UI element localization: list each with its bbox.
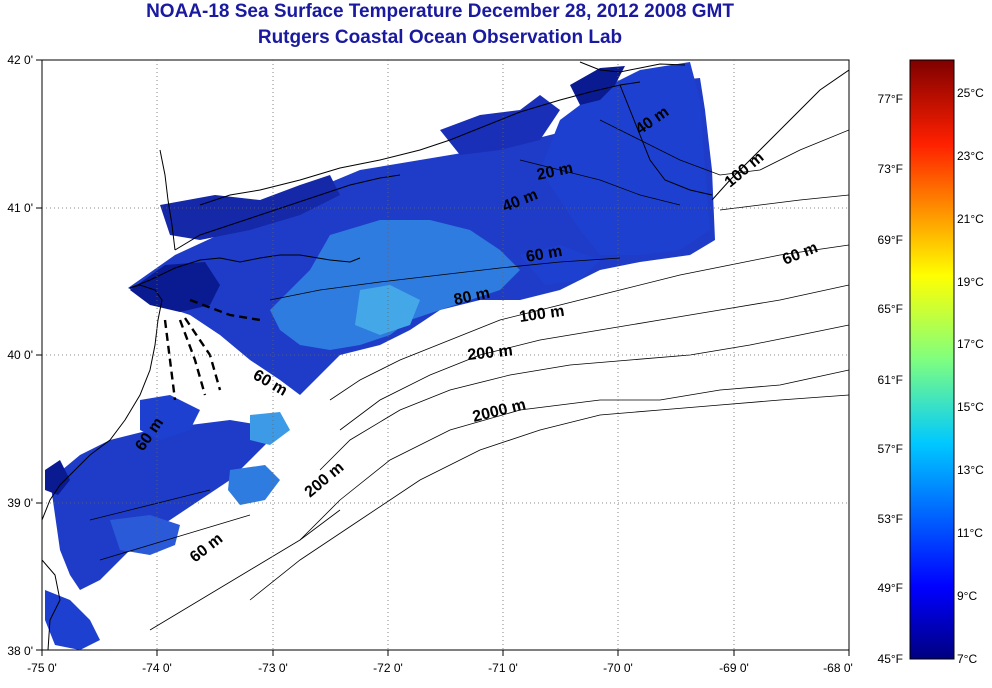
colorbar-c-label: 15°C [957, 400, 984, 414]
colorbar-c-label: 21°C [957, 212, 984, 226]
sst-imagery [45, 62, 715, 650]
depth-label: 200 m [467, 342, 514, 364]
colorbar-f-label: 49°F [878, 581, 903, 595]
depth-label: 60 m [525, 243, 564, 266]
colorbar-f-label: 69°F [878, 233, 903, 247]
map-title: NOAA-18 Sea Surface Temperature December… [146, 1, 734, 22]
colorbar-f-label: 57°F [878, 442, 903, 456]
depth-label: 100 m [518, 303, 565, 326]
colorbar-f-label: 53°F [878, 512, 903, 526]
lon-tick-label: -74 0' [142, 661, 172, 675]
colorbar-f-label: 77°F [878, 92, 903, 106]
colorbar-c-label: 11°C [957, 526, 983, 540]
lon-tick-labels: -75 0' -74 0' -73 0' -72 0' -71 0' -70 0… [27, 661, 853, 675]
lon-tick-label: -70 0' [603, 661, 633, 675]
shipping-lanes [163, 298, 261, 401]
colorbar-c-label: 19°C [957, 275, 984, 289]
lat-tick-label: 42 0' [7, 53, 33, 67]
colorbar-f-label: 73°F [878, 162, 903, 176]
lat-tick-label: 40 0' [7, 348, 33, 362]
bathymetry-contours [89, 119, 849, 631]
lon-tick-label: -68 0' [823, 661, 853, 675]
colorbar-fahrenheit-labels: 77°F 73°F 69°F 65°F 61°F 57°F 53°F 49°F … [878, 92, 903, 666]
map-frame [41, 59, 850, 651]
axis-ticks [36, 59, 850, 656]
colorbar-c-label: 17°C [957, 337, 984, 351]
colorbar-c-label: 7°C [957, 652, 977, 666]
lon-tick-label: -69 0' [719, 661, 749, 675]
coastline [42, 61, 849, 650]
lon-tick-label: -73 0' [258, 661, 288, 675]
lat-tick-label: 39 0' [7, 496, 33, 510]
colorbar-c-label: 9°C [957, 589, 977, 603]
colorbar-celsius-labels: 25°C 23°C 21°C 19°C 17°C 15°C 13°C 11°C … [957, 86, 984, 666]
lat-tick-label: 41 0' [7, 201, 33, 215]
lon-tick-label: -72 0' [373, 661, 403, 675]
colorbar-f-label: 65°F [878, 302, 903, 316]
lon-tick-label: -71 0' [488, 661, 518, 675]
lat-tick-labels: 42 0' 41 0' 40 0' 39 0' 38 0' [7, 53, 33, 658]
colorbar-f-label: 61°F [878, 373, 903, 387]
colorbar-c-label: 23°C [957, 149, 984, 163]
lat-lon-grid [42, 60, 849, 650]
colorbar-c-label: 13°C [957, 463, 984, 477]
colorbar-f-label: 45°F [878, 652, 903, 666]
colorbar-gradient [909, 59, 955, 660]
map-subtitle: Rutgers Coastal Ocean Observation Lab [257, 27, 623, 48]
colorbar-c-label: 25°C [957, 86, 984, 100]
temperature-colorbar: 77°F 73°F 69°F 65°F 61°F 57°F 53°F 49°F … [878, 59, 984, 666]
lon-tick-label: -75 0' [27, 661, 57, 675]
lat-tick-label: 38 0' [7, 644, 33, 658]
